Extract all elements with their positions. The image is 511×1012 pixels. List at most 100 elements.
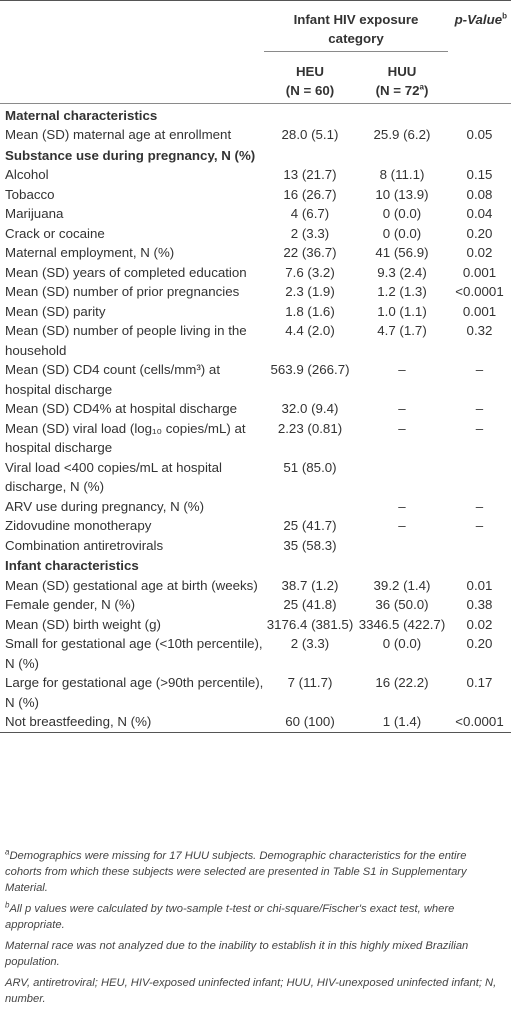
heu-value: 35 (58.3) [283, 537, 337, 553]
huu-value: 1 (1.4) [356, 712, 448, 733]
p-value: 0.001 [462, 264, 497, 280]
row-label: Mean (SD) years of completed education [5, 264, 247, 280]
p-value: 0.02 [466, 616, 493, 632]
row-label: Large for gestational age (>90th percent… [5, 675, 264, 710]
table-row: Mean (SD) number of prior pregnancies 2.3… [0, 282, 511, 302]
heu-value: 28.0 (5.1) [281, 127, 339, 142]
p-value: 0.20 [466, 225, 493, 241]
row-label: Female gender, N (%) [5, 597, 136, 612]
heu-value: 51 (85.0) [283, 459, 337, 475]
section-header: Substance use during pregnancy, N (%) [0, 145, 511, 166]
row-label: Crack or cocaine [5, 225, 105, 241]
row-label: Mean (SD) number of people living in the… [5, 323, 247, 358]
table-row: Viral load <400 copies/mL at hospital di… [0, 458, 511, 497]
heu-value: 22 (36.7) [283, 245, 337, 260]
heu-value: 13 (21.7) [283, 167, 337, 182]
table-row: Tobacco 16 (26.7) 10 (13.9) 0.08 [0, 185, 511, 205]
header-heu-n: (N = 60) [285, 82, 335, 98]
footnote-a: aDemographics were missing for 17 HUU su… [5, 847, 467, 894]
p-value: 0.04 [466, 206, 493, 221]
row-label: Mean (SD) gestational age at birth (week… [5, 577, 258, 593]
p-value: 0.15 [466, 167, 493, 182]
huu-value: 8 (11.1) [379, 167, 425, 182]
table-row: Mean (SD) parity 1.8 (1.6) 1.0 (1.1) 0.001 [0, 302, 511, 322]
header-exposure-category: Infant HIV exposure category [264, 1, 448, 52]
row-label: Marijuana [5, 206, 64, 221]
section-label: Substance use during pregnancy, N (%) [5, 147, 256, 163]
p-value: – [475, 518, 484, 533]
heu-value: 2.3 (1.9) [285, 284, 335, 299]
huu-value: 1.0 (1.1) [377, 303, 427, 319]
huu-value: 0 (0.0) [382, 225, 422, 241]
table-row: Marijuana 4 (6.7) 0 (0.0) 0.04 [0, 204, 511, 224]
p-value: 0.08 [466, 186, 493, 202]
table-row: Combination antiretrovirals 35 (58.3) [0, 536, 511, 556]
p-value: 0.001 [462, 303, 497, 319]
table-row: Female gender, N (%) 25 (41.8) 36 (50.0) 0.… [0, 595, 511, 615]
table-row: Mean (SD) number of people living in the… [0, 321, 511, 360]
p-value: 0.20 [466, 636, 493, 651]
huu-value: 10 (13.9) [375, 186, 429, 202]
abbreviations-note: ARV, antiretroviral; HEU, HIV-exposed un… [5, 977, 497, 1005]
heu-value: 7 (11.7) [287, 675, 333, 690]
p-value: 0.38 [466, 597, 493, 612]
row-label: Mean (SD) number of prior pregnancies [5, 284, 240, 299]
table-row: Not breastfeeding, N (%) 60 (100) 1 (1.4) <… [0, 712, 511, 733]
p-value: 0.32 [466, 323, 493, 338]
row-label: Mean (SD) CD4 count (cells/mm³) at hospi… [5, 362, 221, 397]
heu-value: 4.4 (2.0) [285, 323, 335, 338]
row-label: Mean (SD) viral load (log₁₀ copies/mL) a… [5, 420, 246, 456]
table-row: Mean (SD) viral load (log₁₀ copies/mL) a… [0, 419, 511, 458]
row-label: Viral load <400 copies/mL at hospital di… [5, 459, 222, 495]
heu-value: 7.6 (3.2) [285, 264, 335, 280]
row-label: Mean (SD) CD4% at hospital discharge [5, 401, 238, 416]
header-huu: HUU (N = 72a) [356, 51, 448, 103]
huu-value: 1.2 (1.3) [377, 284, 427, 299]
heu-value: 2 (3.3) [290, 636, 330, 651]
huu-value: – [398, 498, 406, 514]
p-value: 0.17 [466, 675, 493, 690]
huu-value [356, 458, 448, 497]
table-row: ARV use during pregnancy, N (%) – – [0, 497, 511, 517]
p-value: 0.05 [466, 127, 493, 142]
p-value: <0.0001 [455, 284, 504, 299]
footnotes: aDemographics were missing for 17 HUU su… [5, 848, 505, 1012]
heu-value: 16 (26.7) [283, 186, 337, 202]
section-label: Infant characteristics [5, 558, 139, 573]
huu-value: – [398, 362, 406, 377]
heu-value: 4 (6.7) [290, 206, 330, 221]
heu-value: 563.9 (266.7) [270, 362, 350, 377]
table-row: Large for gestational age (>90th percent… [0, 673, 511, 712]
heu-value: 2.23 (0.81) [277, 420, 343, 436]
table-row: Mean (SD) gestational age at birth (week… [0, 576, 511, 596]
p-value [448, 536, 511, 556]
table-row: Mean (SD) CD4% at hospital discharge 32.0… [0, 399, 511, 419]
table-row: Mean (SD) birth weight (g) 3176.4 (381.5)… [0, 615, 511, 635]
huu-value: 0 (0.0) [382, 636, 422, 651]
huu-value: 0 (0.0) [382, 206, 422, 221]
table-row: Mean (SD) maternal age at enrollment 28.0… [0, 125, 511, 145]
section-label: Maternal characteristics [5, 107, 158, 123]
header-heu: HEU (N = 60) [264, 51, 356, 103]
p-value [448, 458, 511, 497]
huu-value: 25.9 (6.2) [373, 127, 431, 142]
huu-value: 39.2 (1.4) [373, 577, 431, 593]
p-value: – [475, 498, 484, 514]
data-table: Infant HIV exposure category p-Valueb HE… [0, 0, 511, 733]
row-label: Not breastfeeding, N (%) [0, 712, 264, 733]
table-row: Mean (SD) CD4 count (cells/mm³) at hospi… [0, 360, 511, 399]
huu-value: – [398, 420, 406, 436]
row-label: Zidovudine monotherapy [5, 518, 152, 533]
header-pvalue: p-Valueb [454, 11, 507, 27]
huu-value: 36 (50.0) [375, 597, 429, 612]
heu-value: 38.7 (1.2) [281, 577, 339, 593]
table-row: Zidovudine monotherapy 25 (41.7) – – [0, 516, 511, 536]
heu-value [264, 497, 356, 517]
heu-value: 25 (41.7) [283, 518, 337, 533]
huu-value: 4.7 (1.7) [377, 323, 427, 338]
heu-value: 2 (3.3) [290, 225, 330, 241]
heu-value: 1.8 (1.6) [285, 303, 335, 319]
row-label: Alcohol [5, 167, 49, 182]
huu-value: 9.3 (2.4) [377, 264, 427, 280]
